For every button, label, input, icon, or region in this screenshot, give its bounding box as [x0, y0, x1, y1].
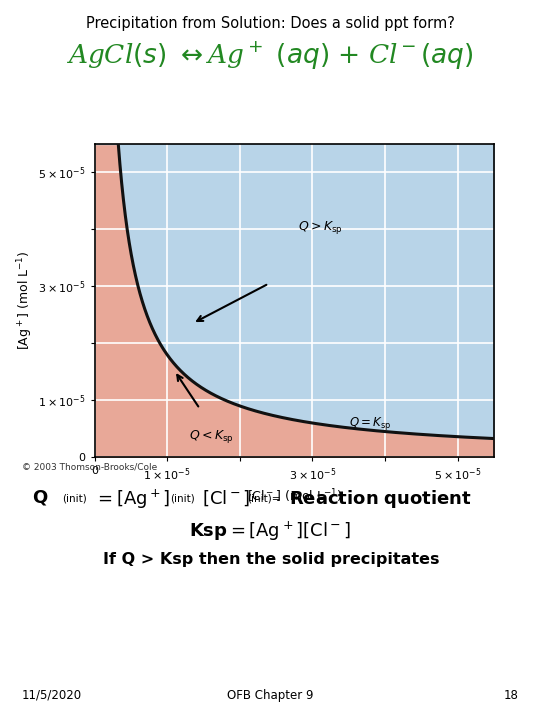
Text: $[\mathrm{Cl^-}]$: $[\mathrm{Cl^-}]$: [202, 488, 251, 508]
Text: If Q > Ksp then the solid precipitates: If Q > Ksp then the solid precipitates: [103, 552, 440, 567]
Text: 11/5/2020: 11/5/2020: [22, 689, 82, 702]
Text: AgCl$(s)\ \leftrightarrow$Ag$^+$ $(aq)$ + Cl$^-$$(aq)$: AgCl$(s)\ \leftrightarrow$Ag$^+$ $(aq)$ …: [66, 40, 474, 72]
Text: $Q > K_{\rm sp}$: $Q > K_{\rm sp}$: [298, 218, 343, 235]
Text: (init)=: (init)=: [247, 493, 281, 503]
Text: $\mathbf{Reaction\ quotient}$: $\mathbf{Reaction\ quotient}$: [289, 488, 472, 510]
Text: (init): (init): [170, 493, 195, 503]
Text: 18: 18: [503, 689, 518, 702]
Text: © 2003 Thomson-Brooks/Cole: © 2003 Thomson-Brooks/Cole: [22, 462, 157, 472]
Text: $= [\mathrm{Ag^+}]$: $= [\mathrm{Ag^+}]$: [94, 488, 171, 511]
Text: $\mathbf{Ksp} = [\mathrm{Ag^+}][\mathrm{Cl^-}]$: $\mathbf{Ksp} = [\mathrm{Ag^+}][\mathrm{…: [189, 520, 351, 543]
Text: (init): (init): [62, 493, 87, 503]
X-axis label: [Cl$^-$] (mol L$^{-1}$): [Cl$^-$] (mol L$^{-1}$): [247, 487, 342, 505]
Text: $Q = K_{\rm sp}$: $Q = K_{\rm sp}$: [349, 415, 392, 432]
Text: $Q < K_{\rm sp}$: $Q < K_{\rm sp}$: [189, 428, 234, 445]
Y-axis label: [Ag$^+$] (mol L$^{-1}$): [Ag$^+$] (mol L$^{-1}$): [15, 251, 35, 351]
Text: Precipitation from Solution: Does a solid ppt form?: Precipitation from Solution: Does a soli…: [85, 16, 455, 31]
Text: OFB Chapter 9: OFB Chapter 9: [227, 689, 313, 702]
Text: $\mathbf{Q}$: $\mathbf{Q}$: [32, 488, 49, 507]
